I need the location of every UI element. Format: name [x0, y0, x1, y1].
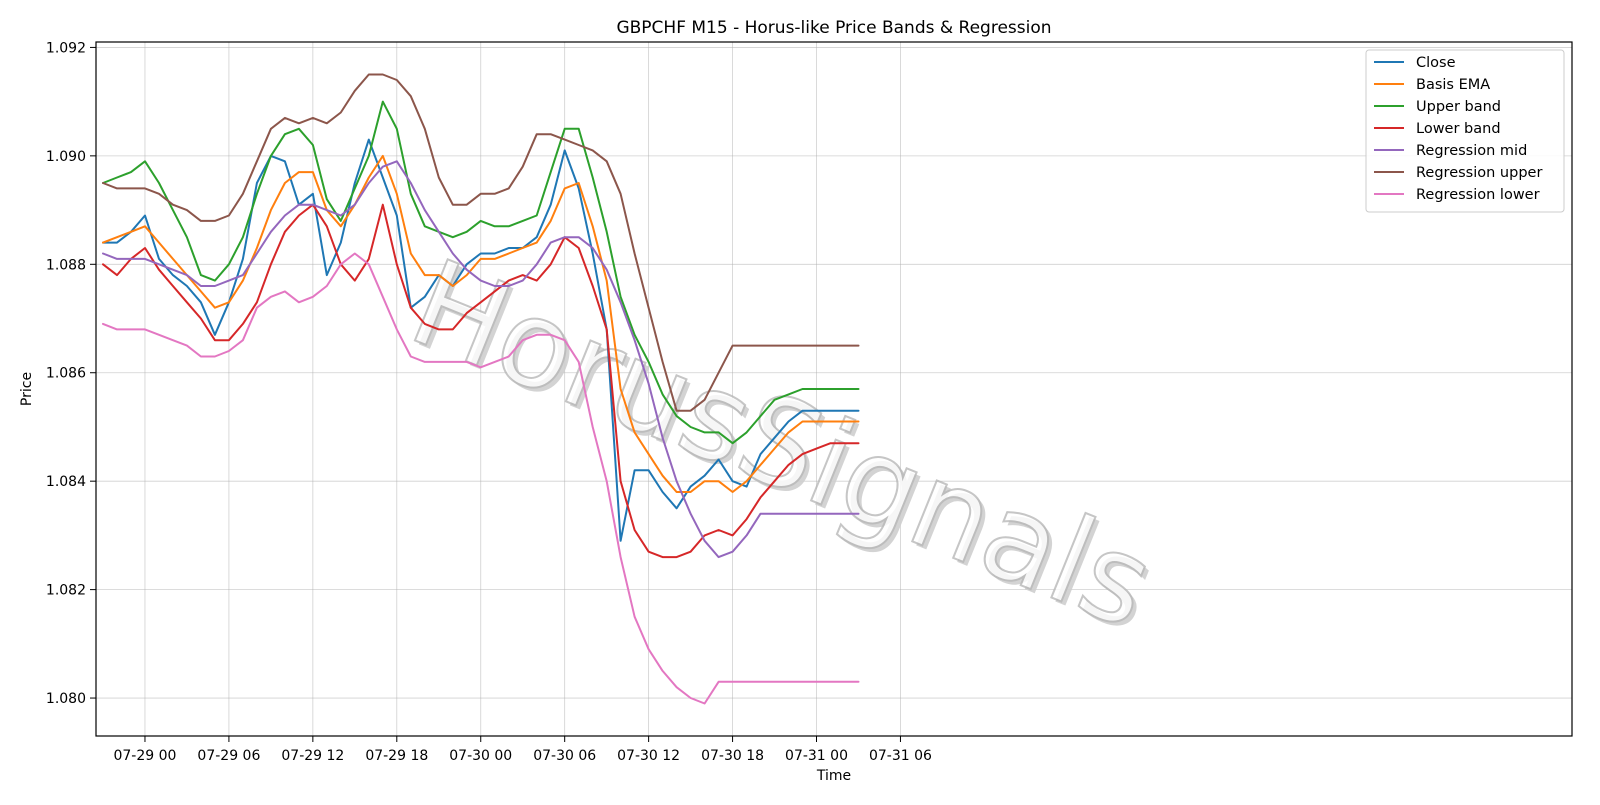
x-tick-label: 07-29 00	[113, 748, 176, 764]
x-tick-label: 07-31 06	[869, 748, 932, 764]
y-tick-label: 1.092	[46, 40, 86, 56]
grid-layer	[96, 42, 1572, 736]
x-tick-label: 07-30 12	[617, 748, 680, 764]
y-tick-label: 1.082	[46, 583, 86, 599]
watermark-text: HorusSignals	[393, 234, 1171, 656]
series-line-regression-lower	[102, 252, 860, 705]
series-line-regression-upper	[102, 73, 860, 412]
series-line-regression-mid	[102, 160, 860, 559]
series-layer	[102, 73, 860, 705]
legend-entry-label: Lower band	[1416, 121, 1501, 137]
x-tick-label: 07-29 18	[365, 748, 428, 764]
y-tick-label: 1.090	[46, 149, 86, 165]
x-tick-label: 07-30 18	[701, 748, 764, 764]
ticks-layer: 07-29 00 07-29 06 07-29 12 07-29 18 07-30 00…	[46, 40, 932, 764]
legend-entry-label: Regression upper	[1416, 165, 1542, 181]
plot-frame	[95, 41, 1573, 737]
x-tick-label: 07-30 06	[533, 748, 596, 764]
series-line-lower-band	[102, 203, 860, 559]
y-tick-label: 1.088	[46, 257, 86, 273]
legend-box	[1365, 49, 1565, 213]
y-tick-label: 1.080	[46, 691, 86, 707]
series-line-basis-ema	[102, 154, 860, 493]
x-tick-label: 07-29 12	[281, 748, 344, 764]
legend-entry-label: Regression mid	[1416, 143, 1527, 159]
chart-title: GBPCHF M15 - Horus-like Price Bands & Re…	[616, 18, 1051, 38]
watermark-layer: HorusSignals HorusSignals	[392, 233, 1175, 660]
y-tick-label: 1.084	[46, 474, 86, 490]
legend-entry-label: Basis EMA	[1416, 77, 1490, 93]
x-tick-label: 07-29 06	[197, 748, 260, 764]
legend-entry-label: Regression lower	[1416, 187, 1540, 203]
x-tick-label: 07-31 00	[785, 748, 848, 764]
legend-entry-label: Upper band	[1416, 99, 1501, 115]
legend-entry-label: Close	[1416, 55, 1456, 71]
x-axis-label: Time	[816, 768, 851, 784]
legend: Close Basis EMA Upper band Lower band Regres…	[1365, 49, 1565, 213]
x-tick-label: 07-30 00	[449, 748, 512, 764]
y-tick-label: 1.086	[46, 366, 86, 382]
y-axis-label: Price	[19, 372, 35, 406]
series-line-upper-band	[102, 100, 860, 445]
